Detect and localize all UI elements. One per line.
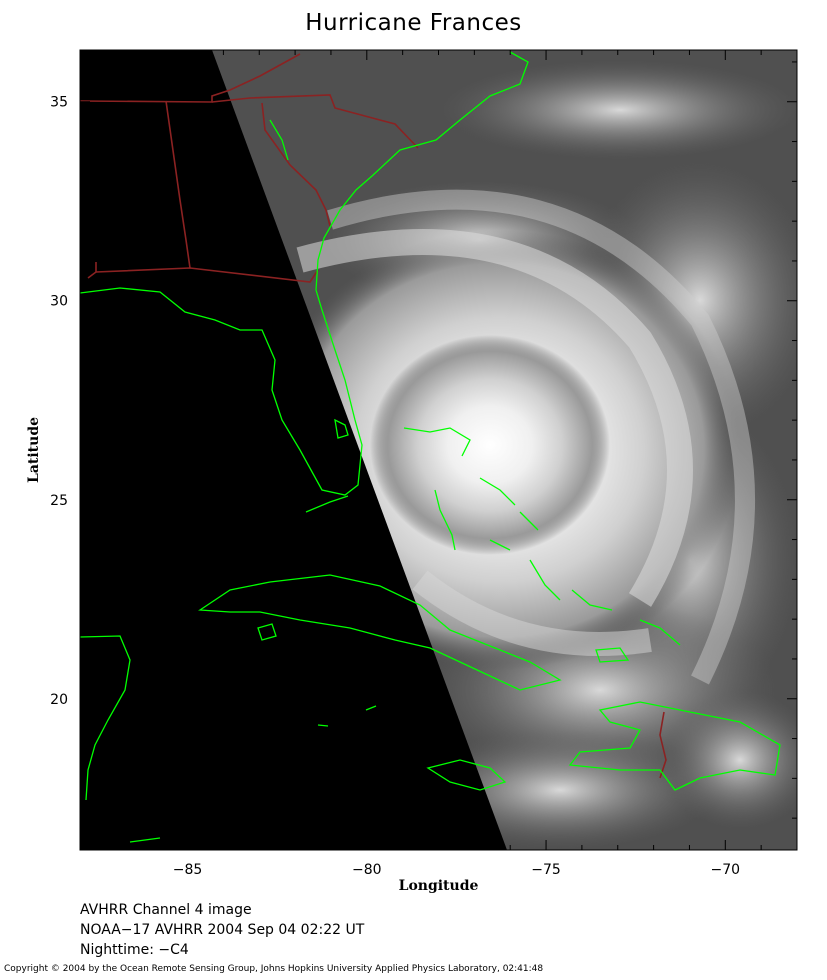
x-tick-label: −80	[352, 862, 382, 878]
map-title: Hurricane Frances	[305, 10, 522, 36]
x-tick-label: −70	[711, 862, 741, 878]
info-channel: AVHRR Channel 4 image	[80, 902, 252, 918]
y-tick-label: 25	[50, 493, 68, 509]
x-axis-label: Longitude	[398, 878, 479, 894]
coastlines	[79, 51, 781, 843]
x-tick-label: −85	[173, 862, 203, 878]
info-satellite-time: NOAA−17 AVHRR 2004 Sep 04 02:22 UT	[80, 922, 365, 938]
y-tick-label: 30	[50, 294, 68, 310]
y-tick-label: 35	[50, 95, 68, 111]
axis-ticks	[79, 50, 798, 850]
y-axis-label: Latitude	[26, 416, 42, 484]
axis-tick-labels: −85 −80 −75 −70 35 30 25 20	[50, 95, 740, 878]
state-borders	[79, 53, 667, 779]
copyright-notice: Copyright © 2004 by the Ocean Remote Sen…	[4, 964, 544, 974]
map-figure: −85 −80 −75 −70 35 30 25 20	[50, 49, 798, 878]
x-tick-label: −75	[531, 862, 561, 878]
info-nighttime: Nighttime: −C4	[80, 942, 189, 958]
y-tick-label: 20	[50, 692, 68, 708]
